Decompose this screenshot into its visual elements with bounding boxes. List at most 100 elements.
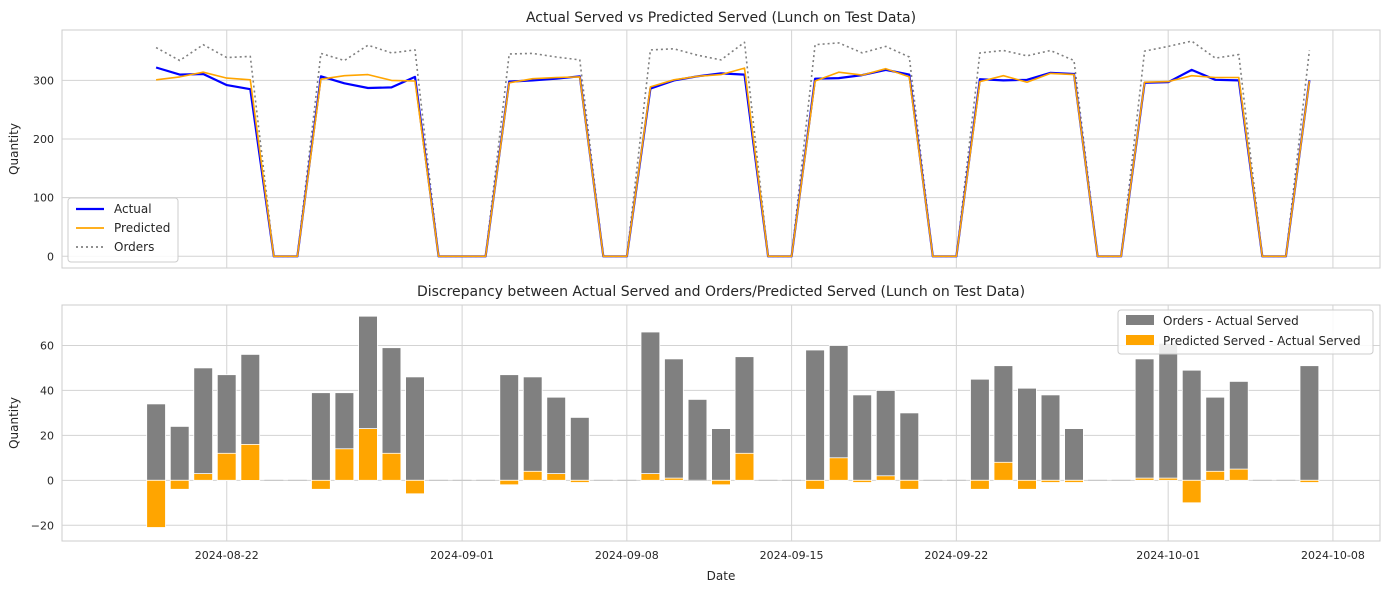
bar-chart-x-tick-label: 2024-09-15 [760, 549, 824, 562]
legend-predicted-minus-actual-swatch [1126, 335, 1154, 345]
bar-chart-x-tick-label: 2024-08-22 [195, 549, 259, 562]
bar-chart-x-tick-label: 2024-09-08 [595, 549, 659, 562]
bar-chart-y-tick-labels: −20 0 20 40 60 [31, 339, 54, 532]
bar-predicted-minus-actual [1064, 479, 1084, 483]
line-chart-y-tick-labels: 0 100 200 300 [33, 74, 54, 263]
bar-chart-y-axis-label: Quantity [7, 397, 21, 449]
bar-predicted-minus-actual [734, 452, 755, 481]
bar-chart-y-tick-label: −20 [31, 519, 54, 532]
bar-chart-title: Discrepancy between Actual Served and Or… [417, 284, 1025, 300]
bar-orders-minus-actual [499, 374, 519, 481]
bar-predicted-minus-actual [1158, 477, 1179, 481]
bar-predicted-minus-actual [664, 477, 684, 481]
bar-orders-minus-actual [1158, 342, 1179, 481]
bar-chart-x-tick-label: 2024-09-01 [430, 549, 494, 562]
bar-predicted-minus-actual [193, 473, 214, 481]
bar-predicted-minus-actual [240, 443, 261, 481]
bar-predicted-minus-actual [1040, 479, 1061, 483]
bar-orders-minus-actual [805, 349, 825, 481]
bar-predicted-minus-actual [1229, 468, 1249, 481]
bar-predicted-minus-actual [711, 479, 731, 486]
line-chart-legend-box [67, 197, 179, 263]
bar-orders-minus-actual [1299, 365, 1320, 481]
bar-orders-minus-actual [546, 396, 566, 481]
bar-orders-minus-actual [687, 398, 708, 481]
line-chart-grid [62, 30, 1380, 268]
bar-orders-minus-actual [664, 358, 684, 481]
bar-chart-x-tick-label: 2024-10-01 [1136, 549, 1200, 562]
bar-predicted-minus-actual [970, 479, 990, 490]
bar-predicted-minus-actual [875, 475, 896, 481]
bar-predicted-minus-actual [1017, 479, 1037, 490]
bar-orders-minus-actual [711, 428, 731, 481]
bar-chart-y-tick-label: 0 [47, 474, 54, 487]
bar-predicted-minus-actual [216, 452, 237, 481]
bar-predicted-minus-actual [640, 473, 661, 481]
bar-orders-minus-actual [1181, 369, 1202, 481]
bar-orders-minus-actual [899, 412, 920, 481]
bar-predicted-minus-actual [405, 479, 425, 495]
line-chart-y-tick-label: 0 [47, 250, 54, 263]
bar-predicted-minus-actual [334, 448, 355, 481]
bar-predicted-minus-actual [805, 479, 825, 490]
bar-chart-y-tick-label: 40 [40, 384, 54, 397]
bar-predicted-minus-actual [169, 479, 190, 490]
line-chart-panel: 0 100 200 300 Actual Served vs Predicted Se… [7, 10, 1381, 269]
bar-chart-panel: −20 0 20 40 60 2024-08-22 2024-09-01 2024-09-0… [7, 284, 1381, 583]
line-chart-y-tick-label: 200 [33, 133, 54, 146]
line-chart-legend: Actual Predicted Orders [67, 197, 179, 263]
line-series-predicted [156, 67, 1311, 258]
line-chart-y-tick-label: 300 [33, 74, 54, 87]
bar-predicted-minus-actual [1181, 479, 1202, 504]
bar-predicted-minus-actual [499, 479, 519, 486]
line-chart-series [155, 40, 1311, 258]
bar-orders-minus-actual [169, 425, 190, 481]
bar-orders-minus-actual [405, 376, 425, 481]
bar-orders-minus-actual [640, 331, 661, 481]
legend-predicted-label: Predicted [114, 221, 170, 235]
bar-orders-minus-actual [193, 367, 214, 481]
bar-predicted-minus-actual [1299, 479, 1320, 483]
bar-orders-minus-actual [1017, 387, 1037, 481]
bar-chart-bars [146, 315, 1320, 528]
bar-predicted-minus-actual [1134, 477, 1155, 481]
bar-orders-minus-actual [1064, 428, 1084, 481]
bar-orders-minus-actual [311, 392, 331, 481]
line-chart-title: Actual Served vs Predicted Served (Lunch… [526, 10, 916, 26]
bar-chart-legend-box [1117, 309, 1374, 355]
bar-orders-minus-actual [852, 394, 872, 481]
bar-chart-y-tick-label: 20 [40, 429, 54, 442]
bar-orders-minus-actual [1229, 380, 1249, 481]
bar-predicted-minus-actual [570, 479, 590, 483]
bar-predicted-minus-actual [828, 457, 849, 481]
bar-chart-y-tick-label: 60 [40, 339, 54, 352]
legend-orders-minus-actual-swatch [1126, 315, 1154, 325]
line-chart-y-axis-label: Quantity [7, 123, 21, 175]
line-chart-plot-area [61, 29, 1381, 269]
bar-chart-x-tick-label: 2024-10-08 [1301, 549, 1365, 562]
bar-orders-minus-actual [875, 389, 896, 481]
line-chart-y-tick-label: 100 [33, 192, 54, 205]
legend-orders-label: Orders [114, 240, 154, 254]
bar-orders-minus-actual [570, 416, 590, 481]
bar-orders-minus-actual [970, 378, 990, 481]
bar-predicted-minus-actual [381, 452, 402, 481]
bar-predicted-minus-actual [1205, 470, 1226, 481]
bar-predicted-minus-actual [522, 470, 543, 481]
bar-predicted-minus-actual [899, 479, 920, 490]
bar-orders-minus-actual [1134, 358, 1155, 481]
bar-orders-minus-actual [1205, 396, 1226, 481]
bar-orders-minus-actual [522, 376, 543, 481]
legend-orders-minus-actual-label: Orders - Actual Served [1163, 314, 1299, 328]
bar-chart-legend: Orders - Actual Served Predicted Served … [1117, 309, 1374, 355]
legend-predicted-minus-actual-label: Predicted Served - Actual Served [1163, 334, 1361, 348]
legend-actual-label: Actual [114, 202, 152, 216]
bar-predicted-minus-actual [358, 428, 378, 481]
bar-chart-x-axis-label: Date [707, 569, 736, 583]
bar-predicted-minus-actual [311, 479, 331, 490]
bar-orders-minus-actual [146, 403, 166, 481]
bar-predicted-minus-actual [546, 473, 566, 481]
bar-orders-minus-actual [1040, 394, 1061, 481]
bar-predicted-minus-actual [993, 461, 1014, 481]
